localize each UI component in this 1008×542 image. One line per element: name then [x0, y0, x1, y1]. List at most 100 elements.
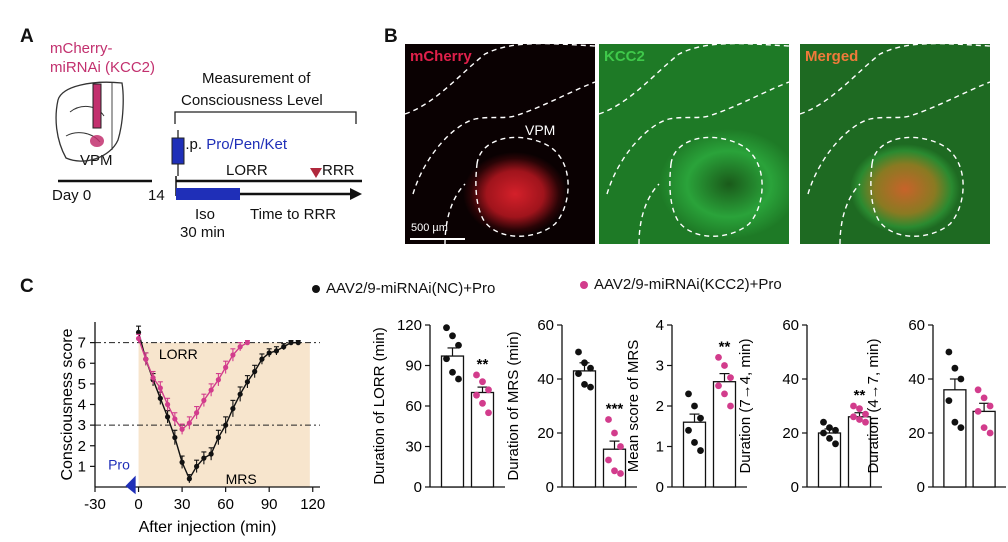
data-point [273, 348, 280, 354]
data-point [135, 335, 142, 342]
individual-point [820, 429, 827, 437]
bar-y-tick-label: 1 [656, 439, 664, 456]
individual-point [957, 424, 965, 431]
data-point [157, 385, 163, 391]
data-point [172, 434, 178, 441]
individual-point [479, 399, 486, 407]
bar-y-tick-label: 2 [656, 398, 664, 415]
individual-point [980, 424, 988, 431]
virus-pipette [92, 83, 102, 129]
individual-point [443, 355, 450, 363]
individual-point [951, 364, 959, 372]
individual-point [473, 371, 480, 379]
lorr-shaded-region [138, 342, 310, 487]
bar-y-tick-label: 30 [405, 439, 422, 456]
individual-point [980, 394, 988, 402]
legend-label-nc: AAV2/9-miRNAi(NC)+Pro [326, 280, 496, 297]
mrs-annotation: MRS [226, 471, 257, 487]
bar [440, 355, 465, 488]
injection-label: i.p. Pro/Pen/Ket [182, 136, 287, 153]
merged-channel-label: Merged [805, 48, 859, 65]
bar-y-tick-label: 40 [782, 371, 799, 388]
brain-outline [55, 81, 124, 162]
bar-y-tick-label: 60 [537, 317, 554, 334]
rrr-marker [310, 168, 322, 178]
data-point [201, 455, 207, 461]
legend-swatch-kcc2 [580, 281, 588, 290]
individual-point [587, 364, 594, 372]
y-tick-label: 3 [78, 417, 86, 434]
panel-label-a: A [20, 26, 34, 47]
individual-point [473, 391, 480, 399]
day14-label: 14 [148, 187, 165, 204]
data-point [230, 352, 236, 358]
data-point [135, 329, 142, 335]
bar-y-tick-label: 40 [908, 371, 925, 388]
iso-bar [176, 188, 240, 200]
bar [712, 381, 737, 488]
x-tick-label: 30 [174, 496, 191, 513]
measurement-bracket [174, 111, 357, 124]
day0-label: Day 0 [52, 187, 92, 204]
bar-y-axis-title: Duration (7→4, min) [737, 338, 754, 473]
bar [943, 389, 967, 488]
data-point [288, 340, 294, 346]
bar-y-tick-label: 90 [405, 358, 422, 375]
data-point [201, 397, 207, 403]
bar-y-tick-label: 60 [782, 317, 799, 334]
data-point [295, 340, 301, 346]
bar-y-axis-title: Duration of LORR (min) [371, 327, 388, 485]
individual-point [575, 370, 582, 377]
data-point [157, 395, 163, 401]
pro-annotation: Pro [108, 456, 130, 472]
individual-point [951, 418, 959, 426]
data-point [281, 344, 287, 350]
individual-point [479, 378, 486, 386]
individual-point [485, 386, 492, 394]
micro-image-merged: Merged [800, 44, 990, 244]
individual-point [856, 405, 863, 413]
x-tick-label: 90 [261, 496, 278, 513]
individual-point [685, 390, 692, 398]
individual-point [974, 408, 982, 415]
bar-y-tick-label: 0 [546, 479, 554, 496]
lorr-annotation: LORR [159, 346, 198, 362]
individual-point [611, 467, 618, 475]
data-point [230, 406, 236, 412]
data-point [244, 379, 251, 385]
bar-y-tick-label: 120 [397, 317, 422, 334]
data-point [172, 416, 178, 422]
x-tick-label: 0 [134, 496, 142, 513]
individual-point [697, 414, 704, 422]
individual-point [691, 402, 698, 410]
bar-y-tick-label: 60 [908, 317, 925, 334]
bar-y-axis-title: Duration (4→7, min) [865, 338, 882, 473]
mcherry-channel-label: mCherry [410, 48, 472, 65]
data-point [237, 391, 243, 397]
individual-point [697, 447, 704, 454]
individual-point [820, 418, 827, 426]
data-point [143, 356, 149, 362]
micro-image-kcc2: KCC2 [599, 44, 789, 244]
bar-y-tick-label: 60 [405, 398, 422, 415]
individual-point [605, 456, 612, 464]
data-point [259, 356, 265, 362]
individual-point [455, 375, 462, 383]
individual-point [455, 341, 462, 349]
individual-point [721, 390, 728, 398]
bar-y-tick-label: 0 [414, 479, 422, 496]
x-tick-label: -30 [84, 496, 106, 513]
bar-y-tick-label: 20 [908, 425, 925, 442]
individual-point [945, 397, 953, 404]
panel-a-schematic [55, 81, 362, 200]
data-point [194, 463, 200, 469]
data-point [150, 375, 156, 381]
mcherry-outlines [405, 44, 595, 244]
individual-point [957, 375, 965, 383]
bar-y-tick-label: 20 [537, 425, 554, 442]
individual-point [581, 381, 588, 388]
individual-point [974, 386, 982, 394]
data-point [164, 414, 171, 420]
individual-point [617, 470, 624, 477]
